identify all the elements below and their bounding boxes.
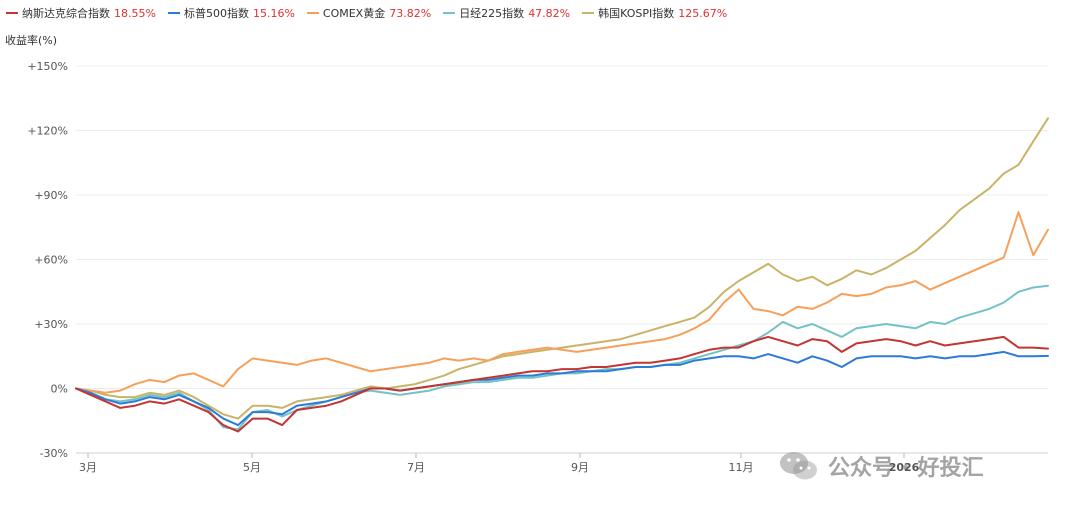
series-line-4 [75, 117, 1049, 420]
legend-swatch [582, 12, 595, 14]
y-tick-label: 0% [51, 383, 68, 396]
legend-item-3[interactable]: 日经225指数 47.82% [443, 5, 570, 21]
legend-swatch [167, 12, 180, 14]
legend-series-name: 纳斯达克综合指数 [22, 7, 110, 20]
x-tick-label: 5月 [243, 461, 261, 474]
y-tick-label: +30% [34, 318, 68, 331]
y-tick-label: +60% [34, 254, 68, 267]
series-line-1 [75, 350, 1049, 427]
x-tick-label: 3月 [79, 461, 97, 474]
x-tick-label: 11月 [729, 461, 754, 474]
legend-series-name: 韩国KOSPI指数 [598, 7, 675, 20]
watermark: 公众号 · 好投汇 [778, 448, 1058, 484]
y-tick-label: +150% [27, 60, 68, 73]
y-tick-label: +90% [34, 189, 68, 202]
legend-series-return: 15.16% [252, 6, 295, 20]
x-tick-label: 2026 [889, 461, 920, 474]
legend-swatch [306, 12, 319, 14]
series-line-2 [75, 211, 1049, 394]
legend-series-return: 18.55% [114, 6, 156, 20]
y-axis-label: 收益率(%) [5, 34, 58, 47]
legend-item-0[interactable]: 纳斯达克综合指数 18.55% [6, 5, 156, 21]
x-tick-label: 7月 [407, 461, 425, 474]
legend-series-name: COMEX黄金 [322, 7, 386, 20]
x-tick-label: 9月 [571, 461, 589, 474]
legend: 纳斯达克综合指数 18.55% 标普500指数 15.16% COMEX黄金 73.82%… [6, 4, 727, 22]
watermark-text: 公众号 · 好投汇 [828, 456, 984, 481]
legend-series-return: 125.67% [678, 6, 728, 20]
legend-swatch [443, 12, 456, 14]
legend-item-1[interactable]: 标普500指数 15.16% [167, 5, 295, 21]
legend-swatch [6, 12, 18, 14]
wechat-icon [780, 452, 817, 480]
series-line-3 [75, 284, 1049, 431]
legend-series-name: 标普500指数 [183, 7, 249, 20]
legend-item-4[interactable]: 韩国KOSPI指数 125.67% [582, 5, 727, 21]
y-tick-label: -30% [40, 447, 68, 460]
legend-series-return: 73.82% [389, 6, 432, 20]
series-line-0 [75, 335, 1049, 433]
legend-series-return: 47.82% [528, 6, 571, 20]
legend-series-name: 日经225指数 [459, 7, 525, 20]
y-tick-label: +120% [27, 125, 68, 138]
legend-item-2[interactable]: COMEX黄金 73.82% [306, 5, 432, 21]
